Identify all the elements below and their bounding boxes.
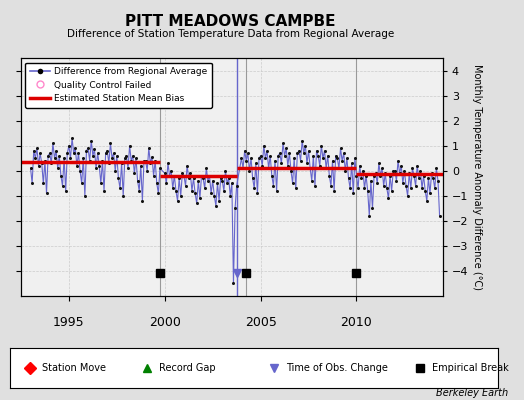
Text: Time of Obs. Change: Time of Obs. Change [286, 363, 388, 373]
Text: PITT MEADOWS CAMPBE: PITT MEADOWS CAMPBE [125, 14, 336, 29]
Text: Empirical Break: Empirical Break [432, 363, 509, 373]
Y-axis label: Monthly Temperature Anomaly Difference (°C): Monthly Temperature Anomaly Difference (… [473, 64, 483, 290]
Text: Berkeley Earth: Berkeley Earth [436, 388, 508, 398]
Text: 1995: 1995 [53, 316, 85, 329]
Text: Station Move: Station Move [42, 363, 106, 373]
Text: Record Gap: Record Gap [159, 363, 216, 373]
Legend: Difference from Regional Average, Quality Control Failed, Estimated Station Mean: Difference from Regional Average, Qualit… [26, 62, 212, 108]
Text: 2005: 2005 [245, 316, 277, 329]
Text: 2010: 2010 [341, 316, 373, 329]
Text: 2000: 2000 [149, 316, 181, 329]
Text: Difference of Station Temperature Data from Regional Average: Difference of Station Temperature Data f… [67, 29, 394, 39]
